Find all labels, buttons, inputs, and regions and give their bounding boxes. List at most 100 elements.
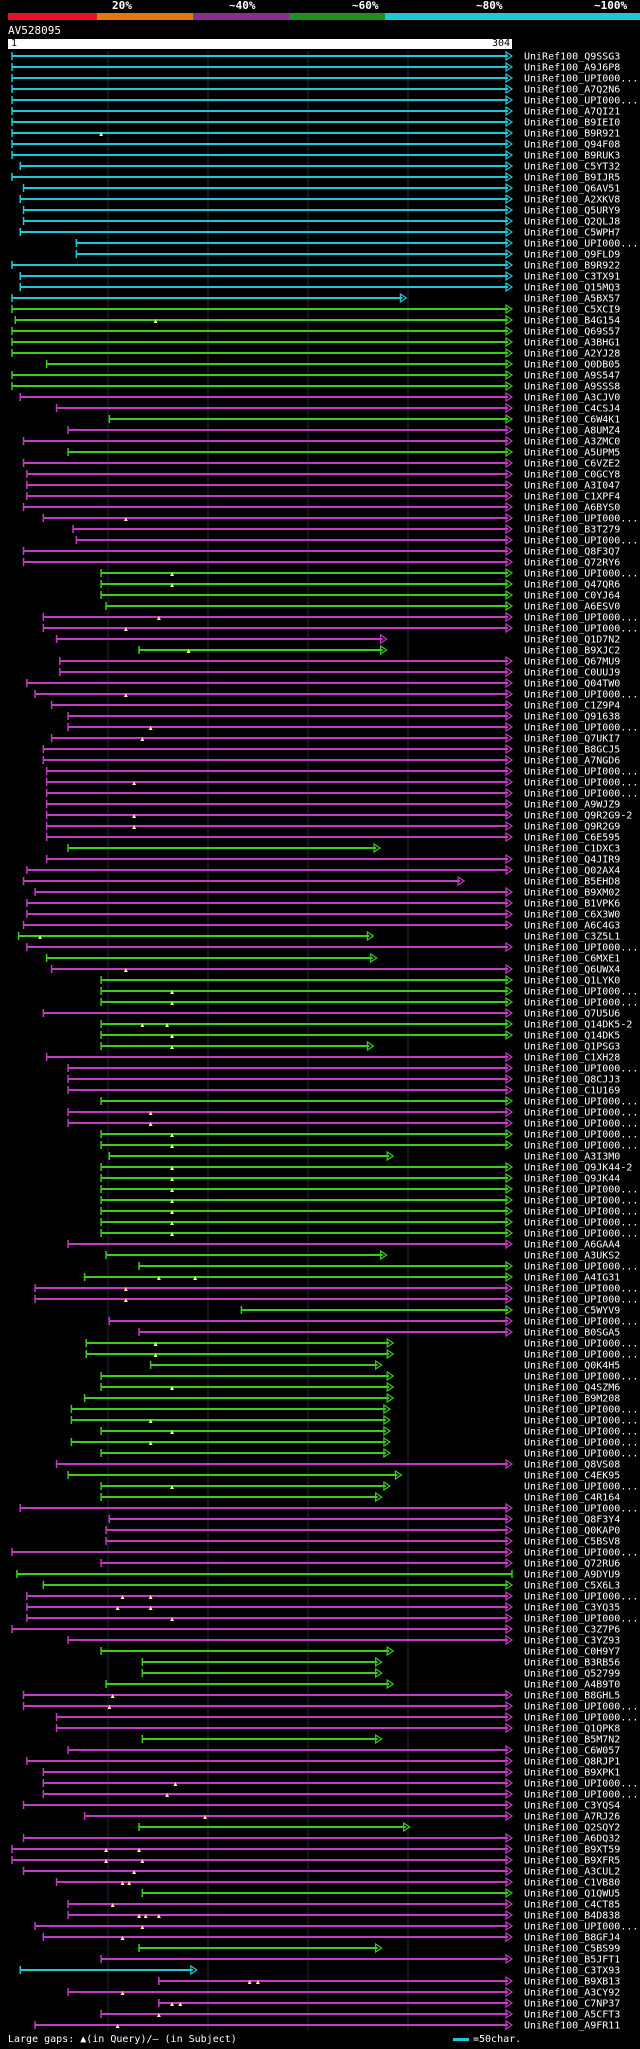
hit-label: UniRef100_Q9JK44-2 — [524, 1163, 632, 1174]
hit-arrowhead — [383, 1414, 391, 1426]
query-gap-marker — [170, 572, 175, 576]
hit-label: UniRef100_UPI000... — [524, 1130, 638, 1141]
hit-arrowhead — [505, 1293, 514, 1305]
query-title: AV528095 — [8, 24, 61, 37]
hit-arrowhead — [505, 259, 514, 271]
query-gap-marker — [178, 2002, 183, 2006]
hit-arrowhead — [383, 1447, 391, 1459]
hit-arrowhead — [505, 1513, 514, 1525]
hit-arrowhead — [505, 732, 514, 744]
hit-arrowhead — [505, 941, 514, 953]
hit-label: UniRef100_Q91638 — [524, 712, 620, 723]
hit-label: UniRef100_UPI000... — [524, 1449, 638, 1460]
hit-arrowhead — [505, 1579, 514, 1591]
hit-label: UniRef100_A4IG31 — [524, 1273, 620, 1284]
hit-label: UniRef100_Q1LYK0 — [524, 976, 620, 987]
hit-arrowhead — [505, 1205, 514, 1217]
hit-label: UniRef100_UPI000... — [524, 1339, 638, 1350]
hit-label: UniRef100_C6MXE1 — [524, 954, 620, 965]
hit-arrowhead — [505, 457, 514, 469]
query-gap-marker — [156, 616, 161, 620]
hit-arrowhead — [505, 94, 514, 106]
query-gap-marker — [115, 1606, 120, 1610]
query-gap-marker — [156, 2013, 161, 2017]
hit-arrowhead — [505, 1810, 514, 1822]
hit-label: UniRef100_B9XB13 — [524, 1977, 620, 1988]
hit-label: UniRef100_UPI000... — [524, 1119, 638, 1130]
hit-label: UniRef100_Q69S57 — [524, 327, 620, 338]
query-gap-marker — [137, 1848, 142, 1852]
hit-label: UniRef100_A9DYU9 — [524, 1570, 620, 1581]
hit-arrowhead — [366, 930, 375, 942]
hit-arrowhead — [505, 611, 514, 623]
query-gap-marker — [110, 1903, 115, 1907]
hit-label: UniRef100_UPI000... — [524, 1097, 638, 1108]
hit-label: UniRef100_B8GFJ4 — [524, 1933, 620, 1944]
query-gap-marker — [132, 781, 137, 785]
hit-label: UniRef100_C5BS99 — [524, 1944, 620, 1955]
hit-arrowhead — [505, 171, 514, 183]
query-gap-marker — [170, 1386, 175, 1390]
hit-arrowhead — [505, 1909, 514, 1921]
hit-label: UniRef100_C5X6L3 — [524, 1581, 620, 1592]
query-gap-marker — [186, 649, 191, 653]
hit-arrowhead — [505, 490, 514, 502]
hit-label: UniRef100_Q04TW0 — [524, 679, 620, 690]
hit-label: UniRef100_C0YJ64 — [524, 591, 620, 602]
hit-arrowhead — [457, 875, 466, 887]
hit-label: UniRef100_A6C4G3 — [524, 921, 620, 932]
hit-arrowhead — [505, 1304, 514, 1316]
query-gap-marker — [247, 1980, 252, 1984]
hit-arrowhead — [505, 1018, 514, 1030]
gaps-legend: Large gaps: ▲(in Query)/– (in Subject) — [8, 2034, 237, 2045]
hit-arrowhead — [505, 336, 514, 348]
hit-label: UniRef100_UPI000... — [524, 987, 638, 998]
query-gap-marker — [170, 1188, 175, 1192]
hit-arrowhead — [505, 556, 514, 568]
hit-label: UniRef100_UPI000... — [524, 1141, 638, 1152]
hit-arrowhead — [505, 754, 514, 766]
hit-arrowhead — [505, 182, 514, 194]
hit-label: UniRef100_Q15MQ3 — [524, 283, 620, 294]
hit-label: UniRef100_Q8F3Q7 — [524, 547, 620, 558]
hit-arrowhead — [505, 512, 514, 524]
hit-arrowhead — [403, 1821, 411, 1833]
hit-arrowhead — [505, 1711, 514, 1723]
hit-arrowhead — [370, 952, 378, 964]
hit-label: UniRef100_C1VB80 — [524, 1878, 620, 1889]
query-gap-marker — [120, 1881, 125, 1885]
hit-label: UniRef100_C4CT85 — [524, 1900, 620, 1911]
query-gap-marker — [148, 726, 153, 730]
hit-arrowhead — [505, 1172, 514, 1184]
hit-arrowhead — [379, 644, 388, 656]
hit-arrowhead — [505, 1161, 514, 1173]
hit-label: UniRef100_A5UPM5 — [524, 448, 620, 459]
hit-arrowhead — [505, 776, 514, 788]
hit-label: UniRef100_Q47QR6 — [524, 580, 620, 591]
hit-arrowhead — [505, 2019, 514, 2031]
hit-label: UniRef100_A8UMZ4 — [524, 426, 620, 437]
query-end: 304 — [492, 38, 511, 49]
hit-arrowhead — [505, 1029, 514, 1041]
hit-arrowhead — [505, 215, 514, 227]
hit-label: UniRef100_Q8VS08 — [524, 1460, 620, 1471]
hit-arrowhead — [505, 1986, 514, 1998]
hit-label: UniRef100_A3UKS2 — [524, 1251, 620, 1262]
hit-arrowhead — [505, 1183, 514, 1195]
hit-label: UniRef100_A7NGD6 — [524, 756, 620, 767]
footer-legend: Large gaps: ▲(in Query)/– (in Subject) =… — [8, 2033, 640, 2047]
hit-label: UniRef100_A5CFT3 — [524, 2010, 620, 2021]
hit-label: UniRef100_Q67MU9 — [524, 657, 620, 668]
hit-arrowhead — [505, 600, 514, 612]
hit-label: UniRef100_B5JFT1 — [524, 1955, 620, 1966]
query-gap-marker — [120, 1595, 125, 1599]
hit-arrowhead — [505, 710, 514, 722]
hit-label: UniRef100_Q02AX4 — [524, 866, 620, 877]
hit-arrowhead — [505, 1326, 514, 1338]
hit-label: UniRef100_B9XPK1 — [524, 1768, 620, 1779]
legend-label-80: ~80% — [476, 0, 503, 12]
hit-label: UniRef100_Q94F08 — [524, 140, 620, 151]
hit-label: UniRef100_C1Z9P4 — [524, 701, 620, 712]
query-gap-marker — [255, 1980, 260, 1984]
hit-label: UniRef100_UPI000... — [524, 943, 638, 954]
